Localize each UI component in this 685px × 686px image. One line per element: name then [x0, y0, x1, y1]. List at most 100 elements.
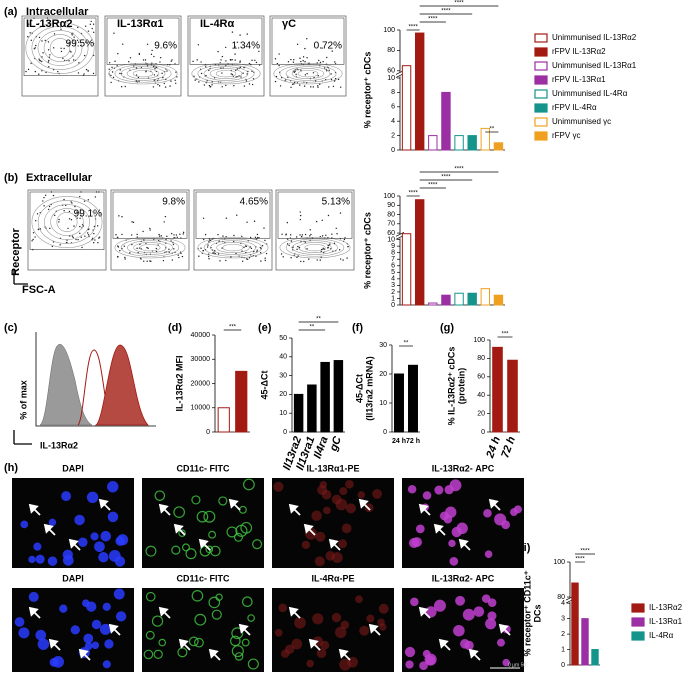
panel-label: (f) [352, 322, 363, 334]
y-tick-label: 80 [477, 355, 485, 362]
y-axis-label: % receptor⁺ cDCs [362, 52, 372, 129]
cell [241, 638, 250, 647]
flow-event [84, 25, 87, 27]
flow-event [143, 239, 145, 241]
significance-label: **** [454, 167, 464, 173]
flow-event [331, 233, 333, 235]
cell [145, 630, 155, 640]
flow-event [304, 61, 306, 63]
bar [394, 373, 404, 433]
flow-event [93, 225, 96, 228]
flow-event [327, 214, 330, 217]
flow-percent: 9.6% [154, 41, 177, 52]
flow-event [255, 255, 257, 257]
y-tick-label: 0 [206, 429, 210, 436]
flow-event [49, 227, 51, 230]
cell [496, 638, 505, 647]
flow-event [202, 250, 204, 252]
y-tick-label: 50 [279, 335, 287, 342]
flow-event [328, 69, 330, 71]
flow-event [44, 194, 47, 197]
flow-event [204, 233, 207, 236]
flow-event [206, 246, 209, 248]
flow-plot-frame [193, 189, 273, 271]
cell [247, 658, 259, 670]
flow-event [30, 39, 32, 41]
flow-event [38, 73, 40, 75]
flow-event [321, 47, 323, 49]
flow-event [131, 221, 133, 223]
flow-event [85, 41, 87, 44]
flow-event [93, 31, 95, 34]
flow-event [306, 72, 308, 75]
flow-event [37, 228, 40, 231]
flow-event [43, 205, 45, 207]
flow-event [93, 232, 95, 235]
flow-event [87, 70, 89, 72]
flow-contour [273, 62, 343, 85]
cell [473, 606, 485, 617]
flow-event [315, 220, 318, 223]
significance-label: **** [428, 183, 438, 189]
flow-event [136, 247, 138, 250]
flow-event [240, 76, 242, 78]
flow-event [77, 72, 80, 74]
flow-event [163, 221, 165, 223]
significance-label: ** [404, 341, 409, 347]
flow-event [225, 259, 227, 262]
flow-contour [210, 240, 256, 255]
y-axis-label: % IL-13Rα2⁺ cDCs [446, 347, 456, 426]
flow-event [217, 253, 220, 255]
image-label: CD11c- FITC [176, 573, 230, 583]
flow-event [230, 59, 232, 61]
flow-event [249, 236, 252, 239]
flow-event [278, 64, 280, 67]
flow-event [249, 246, 251, 248]
y-tick-label: 0 [283, 429, 287, 436]
flow-event [147, 247, 149, 250]
arrow [28, 606, 41, 619]
histogram-red [94, 344, 149, 426]
flow-contour [298, 242, 332, 254]
cell [439, 511, 449, 521]
flow-event [208, 241, 210, 243]
flow-event [221, 72, 223, 74]
flow-event [166, 70, 168, 72]
flow-gate [189, 17, 263, 65]
flow-contour [292, 240, 338, 255]
flow-event [35, 219, 37, 222]
y-tick-label: 20 [379, 371, 387, 378]
flow-event [173, 234, 175, 236]
cell [311, 510, 322, 522]
flow-event [39, 59, 41, 62]
significance-label: ** [316, 317, 321, 323]
flow-contour [108, 62, 178, 85]
legend-swatch [631, 631, 645, 641]
flow-event [91, 27, 93, 30]
flow-event [152, 86, 155, 88]
arrow [418, 606, 431, 619]
significance-label: **** [580, 549, 590, 555]
cell [151, 615, 164, 627]
flow-event [264, 257, 266, 259]
flow-contour [279, 64, 337, 83]
flow-event [310, 86, 312, 88]
flow-event [41, 40, 43, 42]
flow-event [255, 61, 258, 64]
flow-event [144, 59, 147, 61]
bar [507, 359, 518, 433]
flow-event [322, 247, 324, 250]
flow-event [27, 36, 29, 38]
y-tick-label: 4 [391, 118, 395, 125]
cell [203, 510, 216, 523]
flow-event [259, 252, 262, 254]
cell [425, 606, 437, 618]
flow-plot-frame [187, 15, 265, 97]
flow-event [286, 238, 289, 240]
flow-percent: 4.65% [240, 197, 268, 208]
flow-event [159, 61, 161, 63]
flow-event [170, 80, 172, 82]
flow-event [32, 232, 35, 234]
flow-event [200, 247, 202, 249]
y-tick-label: 0 [561, 662, 565, 669]
